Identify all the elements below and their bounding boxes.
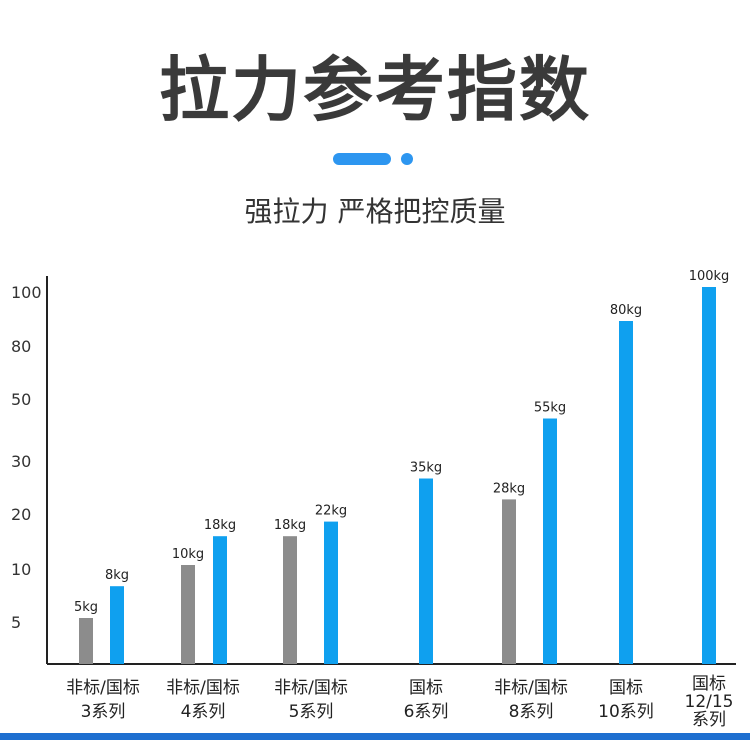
category-label: 12/15 bbox=[685, 692, 734, 712]
y-tick-label: 5 bbox=[11, 613, 21, 632]
bar bbox=[283, 536, 297, 664]
bar bbox=[543, 418, 557, 664]
bar-value-label: 28kg bbox=[493, 481, 525, 496]
y-tick-label: 80 bbox=[11, 337, 31, 356]
bar bbox=[324, 521, 338, 664]
bar bbox=[181, 565, 195, 664]
category-label: 非标/国标 bbox=[494, 678, 568, 698]
bar bbox=[419, 478, 433, 664]
bar bbox=[619, 321, 633, 664]
category-label: 6系列 bbox=[404, 702, 449, 722]
bar-value-label: 55kg bbox=[534, 401, 566, 416]
category-label: 非标/国标 bbox=[274, 678, 348, 698]
bar-value-label: 100kg bbox=[689, 269, 730, 284]
bar bbox=[502, 499, 516, 664]
category-label: 5系列 bbox=[289, 702, 334, 722]
bar bbox=[79, 618, 93, 664]
category-label: 3系列 bbox=[81, 702, 126, 722]
bar-value-label: 22kg bbox=[315, 504, 347, 519]
bar-value-label: 80kg bbox=[610, 303, 642, 318]
category-label: 8系列 bbox=[509, 702, 554, 722]
bar-value-label: 18kg bbox=[274, 518, 306, 533]
category-label: 国标 bbox=[692, 674, 726, 694]
y-tick-label: 100 bbox=[11, 283, 42, 302]
y-tick-label: 10 bbox=[11, 560, 31, 579]
bar-value-label: 35kg bbox=[410, 461, 442, 476]
decorative-dot bbox=[401, 153, 413, 165]
page-title: 拉力参考指数 bbox=[159, 49, 591, 131]
category-label: 系列 bbox=[692, 710, 726, 730]
bottom-band bbox=[0, 733, 750, 740]
bar bbox=[702, 287, 716, 664]
bar-value-label: 8kg bbox=[105, 568, 129, 583]
bar-value-label: 5kg bbox=[74, 600, 98, 615]
category-label: 非标/国标 bbox=[66, 678, 140, 698]
y-tick-label: 30 bbox=[11, 452, 31, 471]
y-tick-label: 50 bbox=[11, 390, 31, 409]
category-label: 4系列 bbox=[181, 702, 226, 722]
bar bbox=[110, 586, 124, 664]
bar bbox=[213, 536, 227, 664]
category-label: 国标 bbox=[609, 678, 643, 698]
y-tick-label: 20 bbox=[11, 505, 31, 524]
bar-value-label: 10kg bbox=[172, 547, 204, 562]
decorative-pill bbox=[333, 153, 391, 165]
page-subtitle: 强拉力 严格把控质量 bbox=[244, 195, 506, 228]
category-label: 10系列 bbox=[598, 702, 654, 722]
category-label: 国标 bbox=[409, 678, 443, 698]
bar-value-label: 18kg bbox=[204, 518, 236, 533]
category-label: 非标/国标 bbox=[166, 678, 240, 698]
